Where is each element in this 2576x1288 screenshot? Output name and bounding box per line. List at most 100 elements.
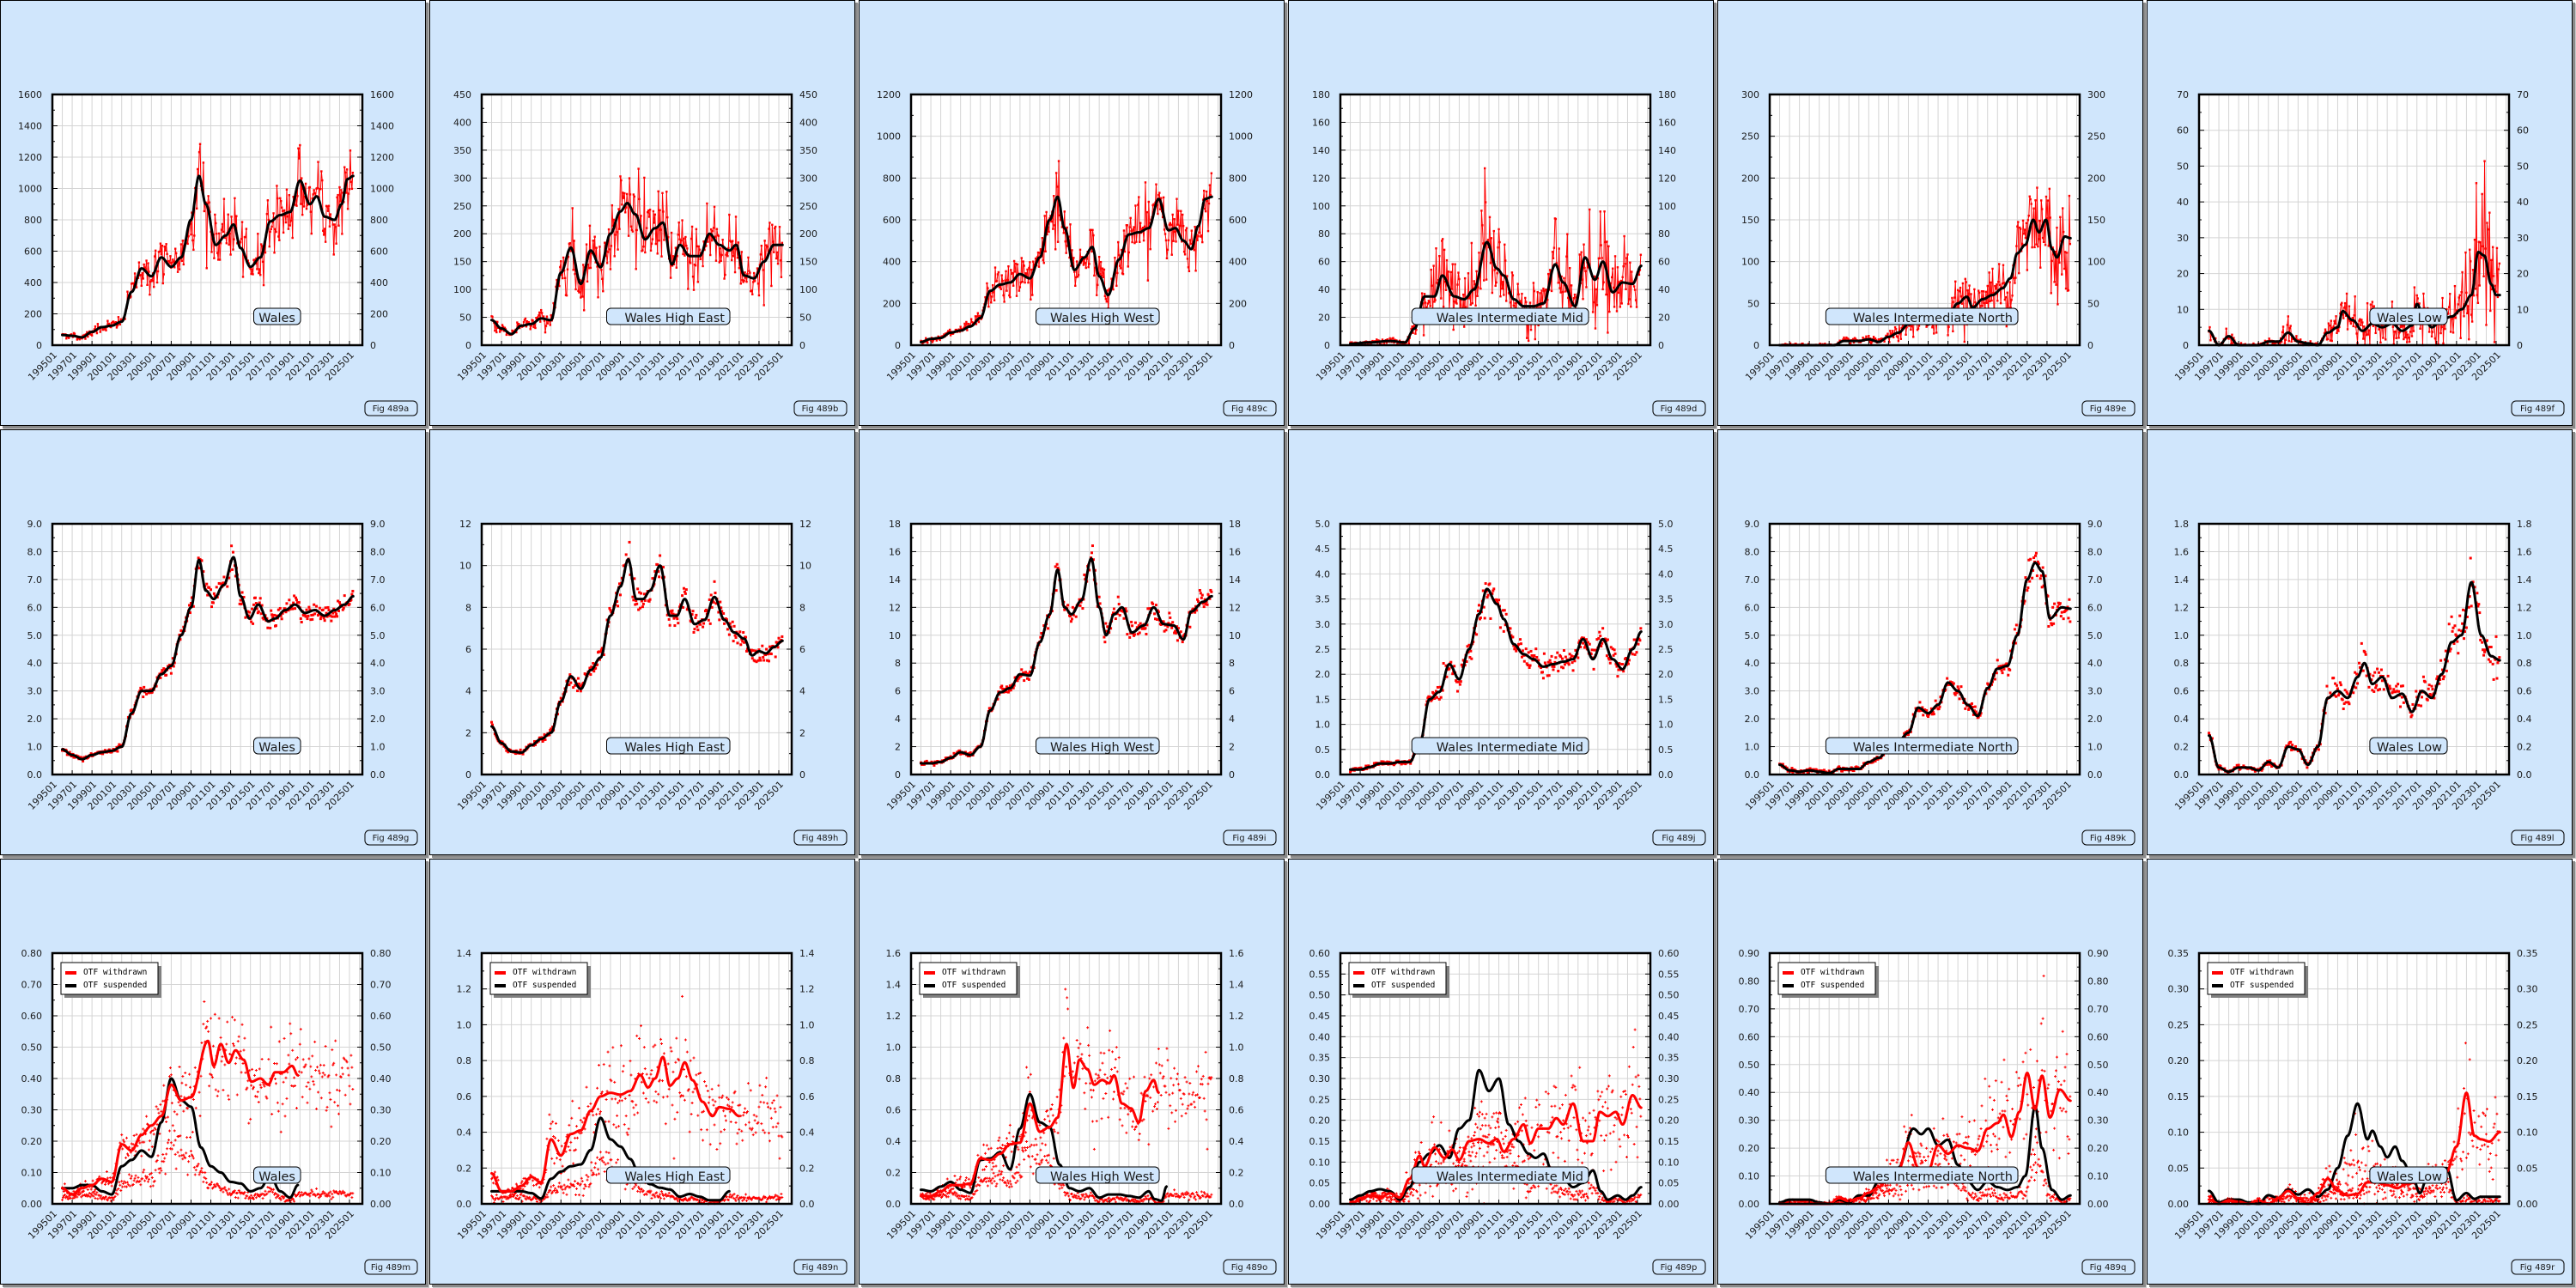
- raw-segment: [2069, 196, 2071, 245]
- raw-point: [291, 236, 294, 240]
- y-tick-label-left: 800: [883, 173, 901, 184]
- raw-segment: [1992, 268, 1994, 294]
- raw-segment: [2002, 264, 2005, 283]
- raw-point: [2023, 228, 2026, 231]
- raw-point: [635, 268, 637, 270]
- raw-segment: [614, 234, 617, 257]
- raw-point: [751, 293, 754, 295]
- raw-segment: [2032, 221, 2034, 248]
- raw-point: [2026, 269, 2029, 271]
- raw-point: [717, 234, 720, 237]
- raw-point: [1905, 333, 1907, 336]
- raw-point: [1046, 233, 1048, 236]
- y-tick-label-right: 60: [1658, 257, 1670, 268]
- y-tick-label-left: 1200: [877, 89, 901, 100]
- raw-point: [2482, 245, 2484, 247]
- raw-point: [2034, 199, 2037, 202]
- raw-point: [1499, 295, 1502, 298]
- raw-segment: [566, 269, 568, 296]
- raw-point: [690, 237, 693, 240]
- raw-segment: [1498, 228, 1500, 243]
- raw-point: [2335, 315, 2337, 318]
- raw-point: [563, 276, 567, 280]
- raw-point: [1947, 334, 1949, 337]
- raw-point: [2463, 315, 2465, 318]
- raw-point: [1392, 337, 1394, 339]
- raw-point: [2058, 261, 2061, 264]
- raw-point: [2479, 240, 2482, 244]
- raw-point: [601, 277, 604, 280]
- raw-point: [1063, 210, 1066, 213]
- raw-point: [1504, 243, 1506, 246]
- raw-segment: [1134, 205, 1137, 242]
- raw-point: [2284, 338, 2287, 342]
- raw-point: [2035, 243, 2038, 246]
- y-tick-label-left: 300: [453, 173, 471, 184]
- raw-point: [524, 317, 527, 320]
- raw-point: [2406, 333, 2409, 336]
- raw-segment: [1458, 278, 1461, 313]
- raw-point: [1552, 257, 1555, 259]
- raw-segment: [325, 205, 327, 242]
- raw-point: [1138, 196, 1140, 198]
- raw-point: [781, 241, 784, 245]
- raw-point: [1171, 213, 1174, 216]
- raw-point: [1203, 189, 1206, 192]
- raw-point: [230, 216, 233, 218]
- y-tick-label-right: 160: [1658, 117, 1676, 128]
- raw-point: [1052, 228, 1054, 230]
- raw-segment: [690, 239, 692, 264]
- raw-point: [1526, 337, 1528, 339]
- region-label-text: Wales Intermediate Mid: [1437, 312, 1583, 325]
- raw-segment: [1558, 248, 1561, 289]
- y-tick-label-left: 150: [1741, 215, 1759, 226]
- raw-segment: [1182, 226, 1185, 252]
- raw-point: [670, 231, 673, 234]
- raw-point: [641, 249, 644, 252]
- raw-point: [1988, 271, 1990, 274]
- raw-point: [1433, 301, 1436, 303]
- raw-point: [968, 323, 970, 325]
- raw-point: [1054, 224, 1056, 227]
- raw-segment: [2036, 187, 2038, 247]
- raw-segment: [317, 161, 319, 197]
- raw-point: [2397, 337, 2400, 339]
- raw-point: [1868, 335, 1870, 337]
- y-tick-label-right: 40: [2517, 197, 2529, 208]
- raw-point: [1027, 281, 1030, 284]
- raw-segment: [2366, 303, 2369, 335]
- chart-svg: 0 0 200 200 400 400 600 600 800 800 1000 1000 1200 12…: [877, 89, 1277, 416]
- raw-point: [556, 278, 558, 282]
- raw-point: [1438, 254, 1441, 258]
- raw-segment: [1498, 242, 1501, 297]
- raw-point: [1441, 238, 1444, 240]
- raw-segment: [1145, 182, 1147, 229]
- raw-point: [1072, 257, 1075, 259]
- y-tick-label-left: 0: [2183, 340, 2189, 351]
- raw-segment: [276, 185, 278, 199]
- raw-point: [585, 243, 588, 246]
- raw-point: [1874, 337, 1877, 340]
- raw-point: [1119, 267, 1122, 270]
- y-tick-label-right: 0: [1229, 340, 1235, 351]
- raw-point: [2473, 238, 2476, 241]
- raw-point: [1566, 233, 1569, 235]
- raw-point: [2485, 324, 2488, 326]
- raw-point: [2465, 291, 2468, 295]
- raw-point: [2003, 298, 2007, 301]
- raw-point: [587, 267, 591, 270]
- raw-point: [195, 207, 198, 210]
- raw-segment: [1089, 229, 1091, 264]
- y-tick-label-left: 80: [1318, 228, 1330, 240]
- raw-point: [1182, 251, 1186, 253]
- raw-point: [1158, 191, 1161, 194]
- raw-point: [1989, 300, 1991, 303]
- raw-segment: [1127, 252, 1130, 267]
- raw-segment: [141, 273, 143, 286]
- raw-segment: [691, 226, 694, 277]
- raw-segment: [267, 200, 270, 221]
- y-tick-label-left: 140: [1312, 145, 1330, 156]
- raw-point: [542, 315, 545, 318]
- raw-point: [2001, 283, 2004, 285]
- raw-point: [1893, 325, 1897, 329]
